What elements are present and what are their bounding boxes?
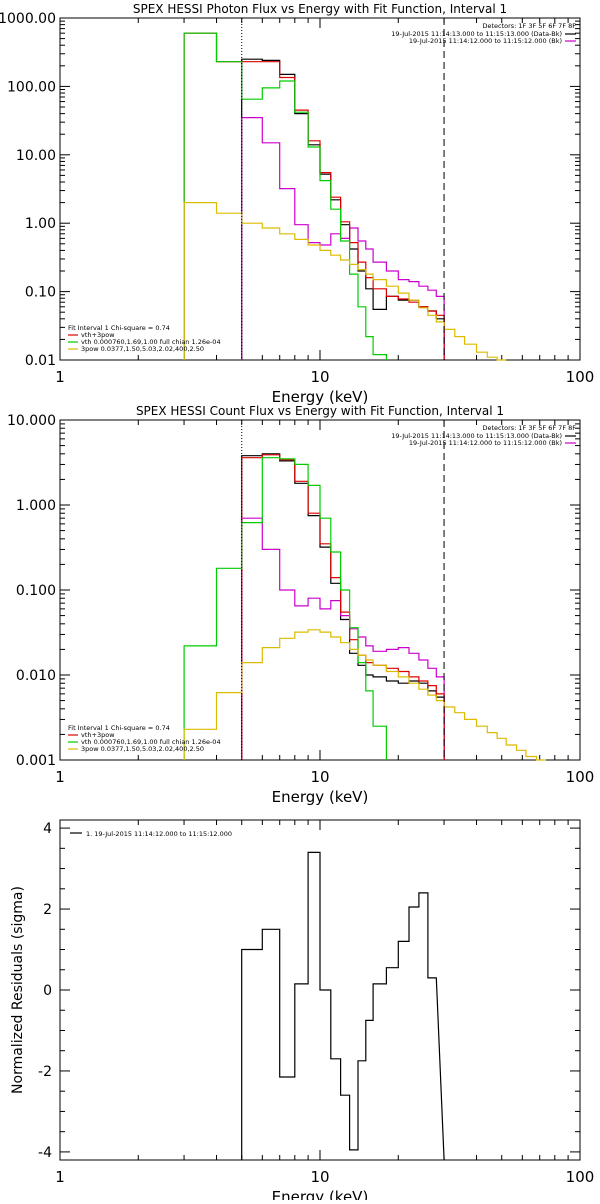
legend-entry: vth+3pow: [81, 331, 115, 339]
legend-detectors: Detectors: 1F 3F 5F 6F 7F 8F: [482, 424, 576, 432]
y-tick-label: 4: [43, 821, 52, 837]
x-axis-label: Energy (keV): [272, 788, 369, 806]
y-tick-label: 100.00: [7, 79, 56, 95]
series-line-2-5: [183, 629, 546, 761]
y-tick-label: 10.000: [7, 413, 56, 429]
x-tick-label: 1: [55, 768, 65, 786]
legend-entry: 19-Jul-2015 11:14:12.000 to 11:15:12.000…: [409, 439, 562, 447]
y-tick-label: 0.010: [16, 668, 56, 684]
y-axis-label: Normalized Residuals (sigma): [10, 886, 26, 1094]
series-line-1-4: [183, 32, 387, 360]
chart-title-2: SPEX HESSI Count Flux vs Energy with Fit…: [136, 404, 504, 418]
legend-entry: 3pow 0.0377,1.50,5.03,2.02,400,2.50: [81, 745, 204, 753]
series-line-2-2: [241, 517, 445, 760]
legend-entry: vth 0.000760,1.69,1.00 full chian 1.26e-…: [81, 738, 221, 746]
x-tick-label: 100: [566, 768, 595, 786]
y-tick-label: 10.00: [16, 148, 56, 164]
series-line-3-1: [241, 851, 445, 1161]
plot-frame-1: [59, 17, 581, 361]
legend-entry: 3pow 0.0377,1.50,5.03,2.02,400,2.50: [81, 345, 204, 353]
y-tick-label: 0.10: [25, 285, 56, 301]
x-tick-label: 1: [55, 1168, 65, 1186]
legend-entry: vth+3pow: [81, 731, 115, 739]
plot-frame-2: [59, 419, 581, 761]
y-tick-label: 1000.00: [0, 11, 56, 27]
legend-entry: 1. 19-Jul-2015 11:14:12.000 to 11:15:12.…: [86, 830, 232, 838]
legend-entry: 19-Jul-2015 11:14:13.000 to 11:15:13.000…: [391, 432, 562, 440]
y-tick-label: 1.00: [25, 216, 56, 232]
y-tick-label: 1.000: [16, 498, 56, 514]
legend-fit-header: Fit Interval 1 Chi-square = 0.74: [68, 724, 170, 732]
y-tick-label: 0: [43, 983, 52, 999]
legend-entry: vth 0.000760,1.69,1.00 full chian 1.26e-…: [81, 338, 221, 346]
series-line-1-2: [241, 117, 445, 360]
series-line-2-1: [241, 453, 445, 760]
y-tick-label: -2: [38, 1064, 52, 1080]
x-tick-label: 1: [55, 368, 65, 386]
chart-title-1: SPEX HESSI Photon Flux vs Energy with Fi…: [133, 2, 507, 16]
x-axis-label: Energy (keV): [272, 388, 369, 406]
legend-entry: 19-Jul-2015 11:14:13.000 to 11:15:13.000…: [391, 30, 562, 38]
x-tick-label: 10: [310, 1168, 329, 1186]
legend-entry: 19-Jul-2015 11:14:12.000 to 11:15:12.000…: [409, 37, 562, 45]
x-tick-label: 10: [310, 368, 329, 386]
y-tick-label: 0.001: [16, 753, 56, 769]
series-line-2-3: [241, 454, 445, 760]
y-tick-label: 2: [43, 902, 52, 918]
series-line-1-3: [183, 32, 445, 360]
y-tick-label: 0.100: [16, 583, 56, 599]
x-tick-label: 100: [566, 1168, 595, 1186]
legend-detectors: Detectors: 1F 3F 5F 6F 7F 8F: [482, 22, 576, 30]
x-tick-label: 100: [566, 368, 595, 386]
y-tick-label: -4: [38, 1145, 52, 1161]
series-line-1-1: [241, 58, 445, 360]
y-tick-label: 0.01: [25, 353, 56, 369]
legend-fit-header: Fit Interval 1 Chi-square = 0.74: [68, 324, 170, 332]
x-axis-label: Energy (keV): [272, 1188, 369, 1200]
x-tick-label: 10: [310, 768, 329, 786]
series-line-2-4: [183, 457, 387, 760]
series-line-1-5: [183, 202, 507, 361]
